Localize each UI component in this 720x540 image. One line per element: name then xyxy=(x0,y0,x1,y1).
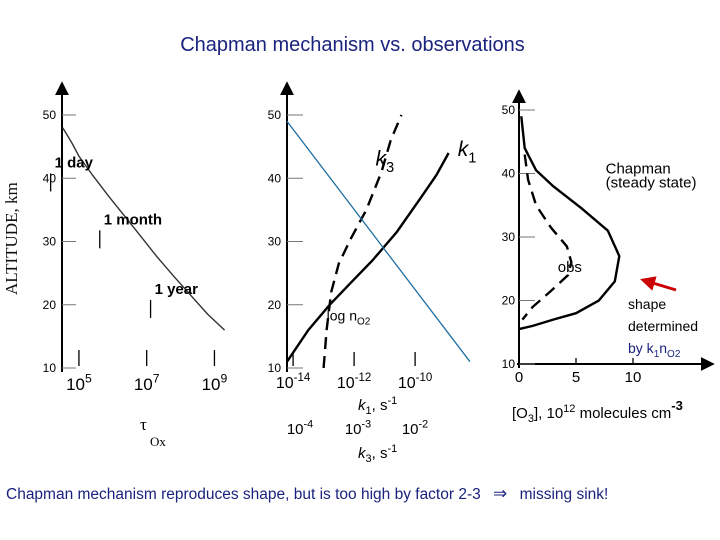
x2-tick-label: 10-2 xyxy=(402,418,428,438)
callout-line-rate: by k1nO2 xyxy=(628,340,681,360)
x2-axis-label-k3: k3, s-1 xyxy=(358,443,397,465)
lifetime-annotation: 1 year xyxy=(155,281,199,298)
y-tick-label: 20 xyxy=(502,294,516,308)
y-tick-label: 10 xyxy=(268,361,282,375)
slide-title: Chapman mechanism vs. observations xyxy=(180,34,525,56)
callout-arrow xyxy=(640,276,677,292)
y-tick-label: 10 xyxy=(502,357,516,371)
panel-ozone-profile: 10 20 30 40 50 0 5 10 [O3], 1012 molecules cm-3 C… xyxy=(502,89,715,425)
x-tick-label: 10-14 xyxy=(276,372,311,392)
series-line-obs xyxy=(521,154,573,321)
y-tick-label: 40 xyxy=(43,171,57,185)
caption: Chapman mechanism reproduces shape, but … xyxy=(6,484,608,504)
profile-annotation: Chapman xyxy=(606,161,671,178)
caption-text: Chapman mechanism reproduces shape, but … xyxy=(6,486,481,503)
y-tick-label: 20 xyxy=(43,298,57,312)
series-line-k1 xyxy=(286,152,450,363)
x-tick-label: 10-10 xyxy=(398,372,432,392)
profile-annotation: obs xyxy=(558,259,582,276)
x-tick-label: 10 xyxy=(625,369,642,386)
y-tick-label: 10 xyxy=(43,361,57,375)
callout-line: shape xyxy=(628,296,666,312)
y-tick-label: 30 xyxy=(43,235,57,249)
y-tick-label: 50 xyxy=(43,108,57,122)
series-line-tauOx xyxy=(62,127,226,331)
series-line-log-nO2 xyxy=(286,120,471,363)
x2-tick-label: 10-4 xyxy=(287,418,313,438)
x-tick-label: 107 xyxy=(134,371,160,394)
series-line-k3 xyxy=(322,114,403,369)
x-tick-label: 0 xyxy=(515,369,523,386)
x-tick-label: 105 xyxy=(66,371,92,394)
implies-arrow-icon: ⇒ xyxy=(493,484,508,503)
y-tick-label: 30 xyxy=(502,230,516,244)
lifetime-annotation: 1 day xyxy=(55,154,94,171)
x-axis-label-o3: [O3], 1012 molecules cm-3 xyxy=(512,398,683,425)
curve-label-k1: k1 xyxy=(458,138,477,166)
x-tick-label: 5 xyxy=(572,369,580,386)
x-axis-label: τOx xyxy=(140,415,166,449)
lifetime-annotation: 1 month xyxy=(104,211,162,228)
y-tick-label: 30 xyxy=(268,235,282,249)
panel-lifetime: 10 20 30 40 50 105 107 109 τOx 1 day 1 month 1 year xyxy=(43,81,228,449)
y-tick-label: 50 xyxy=(502,103,516,117)
y-tick-label: 20 xyxy=(268,298,282,312)
x-axis-label-k1: k1, s-1 xyxy=(358,395,397,417)
curve-label-log-nO2: log nO2 xyxy=(327,308,371,328)
profile-annotation: (steady state) xyxy=(606,174,697,191)
x2-tick-label: 10-3 xyxy=(345,418,371,438)
y-tick-label: 50 xyxy=(268,108,282,122)
curve-label-k3: k3 xyxy=(375,148,394,176)
x-tick-label: 10-12 xyxy=(337,372,371,392)
y-tick-label: 40 xyxy=(502,167,516,181)
y-tick-label: 40 xyxy=(268,171,282,185)
x-tick-label: 109 xyxy=(202,371,228,394)
series-line-chapman xyxy=(518,116,621,331)
callout-line: determined xyxy=(628,318,698,334)
caption-conclusion: missing sink! xyxy=(519,486,609,503)
